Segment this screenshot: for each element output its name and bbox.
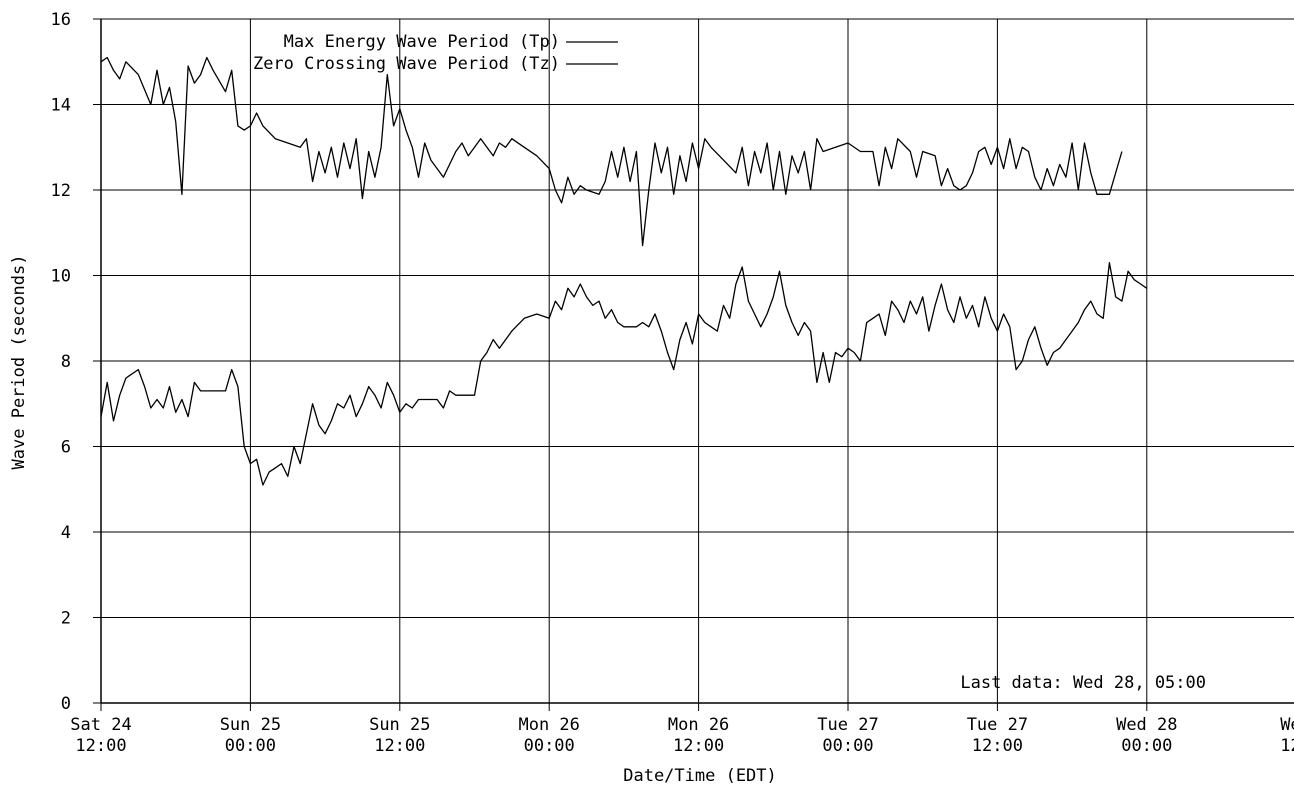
x-tick-label: Sun 25 [220,715,281,735]
x-tick-label: 12: [1280,736,1294,756]
x-tick-label: Sat 24 [70,715,131,735]
y-tick-label: 8 [61,352,71,372]
y-tick-label: 6 [61,438,71,458]
series-line-tz [100,262,1148,486]
last-data-annotation: Last data: Wed 28, 05:00 [960,673,1206,693]
x-tick-label: Tue 27 [817,715,878,735]
y-tick-label: 14 [51,96,71,116]
x-tick-label: 00:00 [225,736,276,756]
legend-label-tp: Max Energy Wave Period (Tp) [284,32,560,52]
x-tick-label: 00:00 [822,736,873,756]
x-tick-label: Wed 28 [1116,715,1177,735]
series-line-tp [100,56,1123,247]
x-tick-label: Sun 25 [369,715,430,735]
x-tick-label: Mon 26 [668,715,729,735]
x-tick-label: 12:00 [75,736,126,756]
y-tick-label: 4 [61,523,71,543]
legend: Max Energy Wave Period (Tp) Zero Crossin… [253,32,618,74]
x-tick-label: 00:00 [524,736,575,756]
x-tick-label: Mon 26 [518,715,579,735]
y-tick-labels: 0 2 4 6 8 10 12 14 16 [51,10,101,714]
x-tick-label: 12:00 [972,736,1023,756]
series-group [100,56,1148,486]
x-tick-label: 12:00 [374,736,425,756]
x-tick-label: Wed [1280,715,1294,735]
y-tick-label: 10 [51,267,71,287]
grid [101,18,1294,703]
x-tick-label: 12:00 [673,736,724,756]
x-tick-label: Tue 27 [967,715,1028,735]
y-tick-label: 16 [51,10,71,30]
x-tick-label: 00:00 [1121,736,1172,756]
legend-label-tz: Zero Crossing Wave Period (Tz) [253,54,560,74]
y-tick-label: 12 [51,181,71,201]
y-tick-label: 2 [61,609,71,629]
y-tick-label: 0 [61,694,71,714]
y-axis-label: Wave Period (seconds) [9,255,29,470]
x-axis-label: Date/Time (EDT) [623,766,777,786]
